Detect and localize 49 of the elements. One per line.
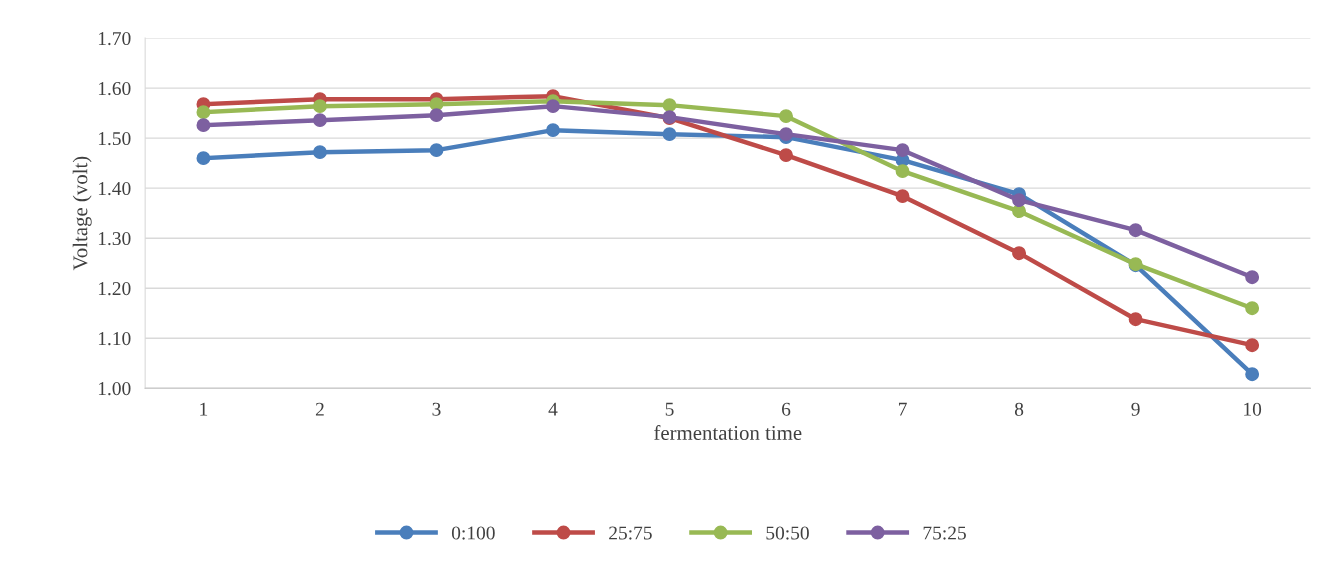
point xyxy=(196,105,211,120)
y-tick-label: 1.00 xyxy=(98,382,131,396)
y-tick-label: 1.10 xyxy=(98,332,131,346)
y-tick-label: 1.30 xyxy=(98,232,131,246)
x-tick-label: 5 xyxy=(665,402,674,416)
point xyxy=(662,127,677,142)
point xyxy=(312,113,327,128)
point xyxy=(1128,223,1143,238)
point xyxy=(312,145,327,160)
y-tick-label: 1.50 xyxy=(98,131,131,146)
point xyxy=(1128,312,1143,327)
point xyxy=(546,123,560,138)
x-tick-label: 4 xyxy=(548,402,558,416)
x-tick-label: 9 xyxy=(1131,402,1140,416)
point xyxy=(779,109,793,124)
x-tick-label: 2 xyxy=(315,402,324,416)
point xyxy=(662,98,677,113)
point xyxy=(779,148,793,163)
x-tick-label: 6 xyxy=(782,402,791,416)
point xyxy=(1245,270,1260,285)
point xyxy=(429,143,444,158)
x-tick-label: 3 xyxy=(432,402,441,416)
x-axis-title: fermentation time xyxy=(654,425,802,440)
point xyxy=(895,143,910,158)
point xyxy=(1245,367,1260,382)
point xyxy=(196,118,211,133)
x-tick-label: 7 xyxy=(898,402,907,416)
y-tick-label: 1.20 xyxy=(98,282,131,296)
legend-label: 50:50 xyxy=(766,526,809,540)
x-tick-label: 8 xyxy=(1014,402,1024,416)
point xyxy=(196,151,211,166)
legend-label: 75:25 xyxy=(923,526,966,540)
y-tick-label: 1.40 xyxy=(98,181,131,196)
y-tick-label: 1.70 xyxy=(98,31,131,46)
point xyxy=(1245,338,1260,353)
point xyxy=(1012,193,1027,208)
x-tick-label: 10 xyxy=(1244,402,1262,416)
point xyxy=(429,108,444,123)
point xyxy=(1245,301,1260,316)
legend-label: 25:75 xyxy=(609,526,652,540)
point xyxy=(895,189,910,204)
y-axis-title: Voltage (volt) xyxy=(72,156,92,271)
legend-label: 0:100 xyxy=(451,526,495,540)
point xyxy=(1012,246,1027,261)
x-tick-label: 1 xyxy=(200,402,208,416)
point xyxy=(312,99,327,114)
point xyxy=(895,164,910,179)
y-tick-label: 1.60 xyxy=(98,81,131,96)
point xyxy=(546,99,560,114)
